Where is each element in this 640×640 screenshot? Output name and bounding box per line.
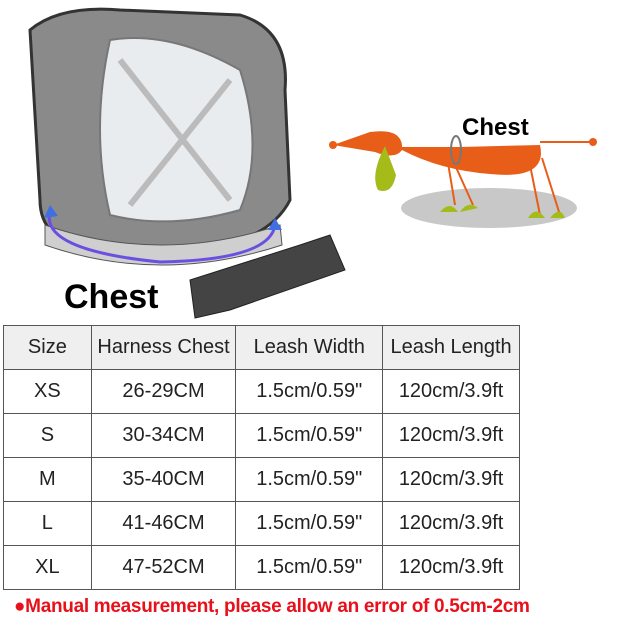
header-leash-length: Leash Length xyxy=(382,325,520,370)
harness-chest-cell: 30-34CM xyxy=(90,413,237,458)
leash-length-cell: 120cm/3.9ft xyxy=(382,413,520,458)
size-cell: XS xyxy=(3,369,92,414)
header-leash-width: Leash Width xyxy=(235,325,384,370)
size-cell: M xyxy=(3,457,92,502)
dog-chest-label: Chest xyxy=(462,114,529,141)
size-table: Size Harness Chest Leash Width Leash Len… xyxy=(3,325,520,590)
leash-width-cell: 1.5cm/0.59" xyxy=(235,545,384,590)
leash-length-cell: 120cm/3.9ft xyxy=(382,545,520,590)
leash-length-cell: 120cm/3.9ft xyxy=(382,369,520,414)
harness-chest-cell: 41-46CM xyxy=(90,501,237,546)
size-cell: L xyxy=(3,501,92,546)
measurement-note: ●Manual measurement, please allow an err… xyxy=(14,596,530,617)
size-cell: XL xyxy=(3,545,92,590)
harness-chest-label: Chest xyxy=(64,278,159,316)
harness-product-image xyxy=(28,7,597,319)
leash-width-cell: 1.5cm/0.59" xyxy=(235,413,384,458)
leash-length-cell: 120cm/3.9ft xyxy=(382,501,520,546)
header-size: Size xyxy=(3,325,92,370)
table-row: XS 26-29CM 1.5cm/0.59" 120cm/3.9ft xyxy=(3,369,520,414)
table-row: XL 47-52CM 1.5cm/0.59" 120cm/3.9ft xyxy=(3,545,520,590)
harness-chest-cell: 35-40CM xyxy=(90,457,237,502)
table-row: M 35-40CM 1.5cm/0.59" 120cm/3.9ft xyxy=(3,457,520,502)
leash-icon xyxy=(189,234,346,319)
table-row: L 41-46CM 1.5cm/0.59" 120cm/3.9ft xyxy=(3,501,520,546)
harness-chest-cell: 47-52CM xyxy=(90,545,237,590)
leash-width-cell: 1.5cm/0.59" xyxy=(235,457,384,502)
harness-vest-icon xyxy=(28,7,292,266)
leash-length-cell: 120cm/3.9ft xyxy=(382,457,520,502)
table-header-row: Size Harness Chest Leash Width Leash Len… xyxy=(3,325,520,370)
leash-width-cell: 1.5cm/0.59" xyxy=(235,501,384,546)
header-harness-chest: Harness Chest xyxy=(90,325,237,370)
leash-width-cell: 1.5cm/0.59" xyxy=(235,369,384,414)
table-row: S 30-34CM 1.5cm/0.59" 120cm/3.9ft xyxy=(3,413,520,458)
chest-measure-arrow-icon xyxy=(47,211,277,264)
size-cell: S xyxy=(3,413,92,458)
dog-diagram-icon xyxy=(329,131,597,228)
harness-chest-cell: 26-29CM xyxy=(90,369,237,414)
